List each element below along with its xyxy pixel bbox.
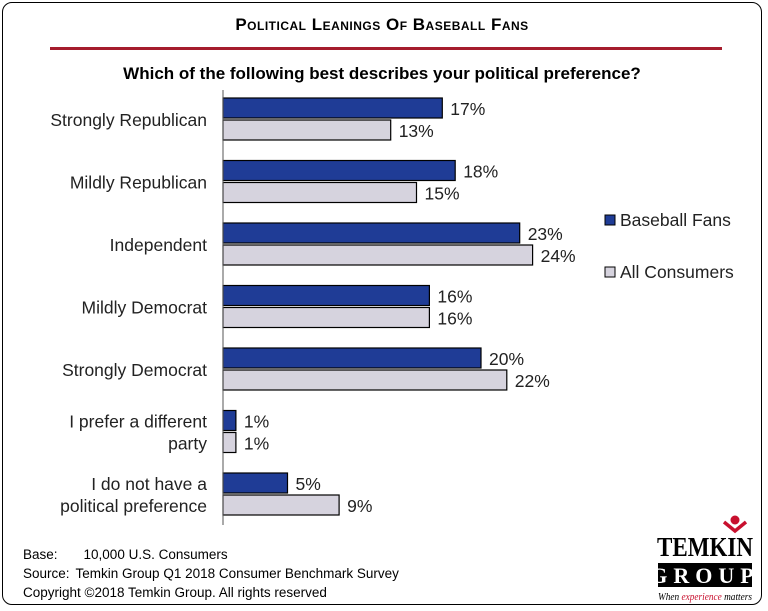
value-label: 20% [489, 349, 524, 369]
footer-source: Source: Temkin Group Q1 2018 Consumer Ben… [23, 564, 399, 583]
logo-tagline: When experience matters [658, 591, 752, 603]
temkin-group-logo: TEMKIN GROUP When experience matters [654, 515, 756, 603]
bar-all-consumers [222, 369, 508, 391]
bar-baseball-fans [222, 284, 430, 307]
footer-base-label: Base: [23, 547, 58, 562]
category-label: Mildly Republican [70, 173, 207, 193]
bar-all-consumers [222, 306, 430, 329]
footer-base-value: 10,000 U.S. Consumers [83, 547, 228, 562]
value-label: 23% [528, 224, 563, 244]
logo-line1: TEMKIN [657, 532, 753, 562]
value-label: 1% [244, 412, 269, 432]
chart-frame: Political Leanings Of Baseball Fans Whic… [2, 2, 762, 605]
legend-label: Baseball Fans [620, 210, 731, 230]
bar-all-consumers [222, 431, 237, 454]
bar-baseball-fans [222, 97, 443, 119]
title-rule [50, 47, 722, 50]
legend-swatch [604, 266, 616, 278]
logo-person-head [730, 515, 740, 525]
value-label: 18% [463, 162, 498, 182]
logo-group-band [658, 563, 752, 587]
category-labels: Strongly Republican Mildly Republican Inde… [50, 110, 207, 516]
bars [222, 97, 534, 516]
bar-chart: Strongly Republican Mildly Republican Inde… [50, 90, 734, 525]
logo-person-arms [722, 520, 748, 534]
value-label: 24% [541, 246, 576, 266]
value-label: 16% [437, 287, 472, 307]
bar-baseball-fans [222, 159, 456, 182]
value-label: 15% [425, 184, 460, 204]
category-label: Mildly Democrat [82, 298, 208, 318]
value-label: 16% [437, 309, 472, 329]
value-label: 9% [347, 496, 372, 516]
footer-source-value: Temkin Group Q1 2018 Consumer Benchmark … [75, 566, 399, 581]
value-label: 1% [244, 434, 269, 454]
chart-subtitle: Which of the following best describes yo… [123, 64, 641, 83]
bar-all-consumers [222, 244, 534, 266]
value-label: 17% [450, 99, 485, 119]
category-label: Independent [110, 235, 207, 255]
bar-baseball-fans [222, 222, 521, 244]
category-label: Strongly Democrat [62, 360, 207, 380]
legend-label: All Consumers [620, 262, 734, 282]
bar-baseball-fans [222, 347, 482, 369]
legend: Baseball Fans All Consumers [604, 210, 734, 282]
chart-title: Political Leanings Of Baseball Fans [235, 15, 529, 34]
footer: Base: 10,000 U.S. Consumers Source: Temkin… [23, 545, 399, 602]
bar-all-consumers [222, 494, 340, 516]
footer-source-label: Source: [23, 566, 70, 581]
value-label: 13% [399, 121, 434, 141]
footer-base: Base: 10,000 U.S. Consumers [23, 545, 399, 564]
bar-baseball-fans [222, 409, 237, 432]
bar-baseball-fans [222, 472, 289, 494]
bar-all-consumers [222, 119, 392, 141]
category-label: I prefer a different party [69, 412, 207, 454]
footer-copyright: Copyright ©2018 Temkin Group. All rights… [23, 585, 327, 600]
logo-line2: GROUP [654, 563, 756, 588]
value-labels: 17% 13% 18%15% 23%24% 16%16% 20%22% 1%1% 5% 9% [244, 99, 576, 516]
value-label: 5% [296, 474, 321, 494]
legend-swatch [604, 214, 616, 226]
bar-all-consumers [222, 181, 418, 204]
category-label: I do not have a political preference [60, 474, 207, 516]
category-label: Strongly Republican [50, 110, 207, 130]
value-label: 22% [515, 371, 550, 391]
